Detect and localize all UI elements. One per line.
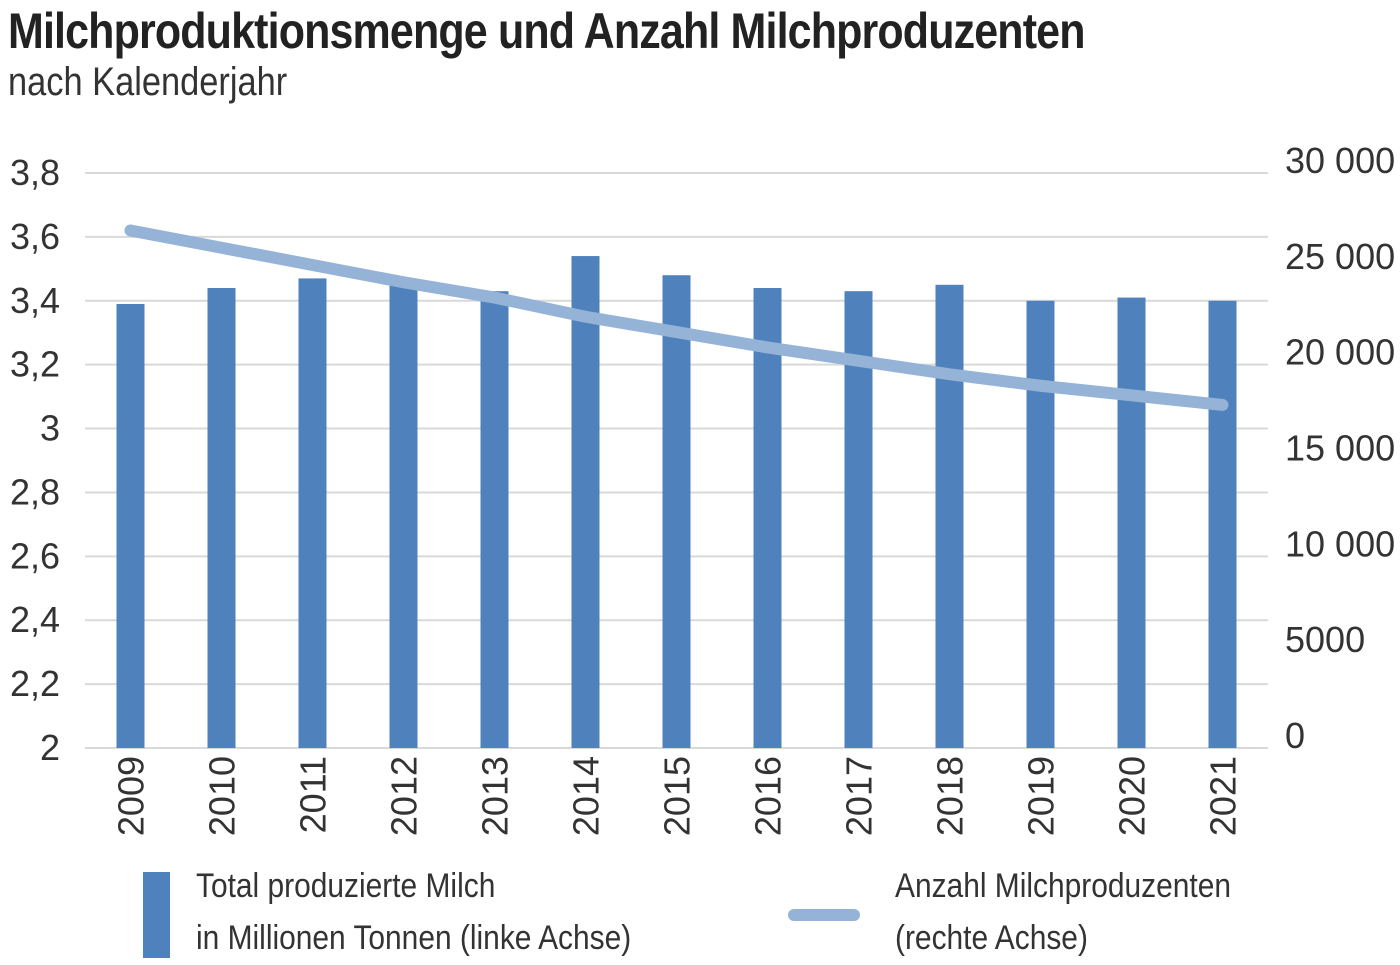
x-axis-tick: 2016 bbox=[748, 756, 789, 836]
x-axis-tick: 2013 bbox=[475, 756, 516, 836]
bar bbox=[935, 284, 964, 748]
x-axis-tick: 2018 bbox=[930, 756, 971, 836]
x-axis-tick: 2014 bbox=[566, 756, 607, 836]
right-axis-tick: 0 bbox=[1285, 715, 1305, 756]
legend-line-label: Anzahl Milchproduzenten (rechte Achse) bbox=[895, 867, 1231, 957]
left-axis-tick: 3,8 bbox=[10, 152, 60, 193]
left-axis-tick: 3,6 bbox=[10, 216, 60, 257]
legend-line-swatch bbox=[788, 909, 860, 921]
bar bbox=[389, 284, 418, 748]
right-axis-tick: 25 000 bbox=[1285, 236, 1395, 277]
right-axis-tick: 15 000 bbox=[1285, 428, 1395, 469]
bar bbox=[662, 275, 691, 748]
chart-title: Milchproduktionsmenge und Anzahl Milchpr… bbox=[8, 3, 1085, 59]
x-axis-tick: 2009 bbox=[111, 756, 152, 836]
left-axis-tick: 2 bbox=[40, 727, 60, 768]
bar bbox=[753, 288, 782, 748]
bar bbox=[480, 291, 509, 748]
x-axis-tick: 2020 bbox=[1112, 756, 1153, 836]
legend-bar-swatch bbox=[143, 872, 170, 958]
left-axis-tick: 3 bbox=[40, 408, 60, 449]
left-axis-tick: 2,2 bbox=[10, 663, 60, 704]
right-axis-tick: 20 000 bbox=[1285, 332, 1395, 373]
x-axis-tick: 2012 bbox=[384, 756, 425, 836]
bar bbox=[1208, 300, 1237, 748]
right-axis-tick: 30 000 bbox=[1285, 140, 1395, 181]
bar bbox=[1026, 300, 1055, 748]
bar bbox=[207, 288, 236, 748]
left-axis-tick: 2,4 bbox=[10, 599, 60, 640]
x-axis-tick: 2015 bbox=[657, 756, 698, 836]
bar bbox=[571, 256, 600, 748]
left-axis-tick: 2,8 bbox=[10, 471, 60, 512]
right-axis-tick: 5000 bbox=[1285, 619, 1365, 660]
legend-bar-label: Total produzierte Milch in Millionen Tonn… bbox=[196, 867, 632, 957]
x-axis-tick: 2010 bbox=[202, 756, 243, 836]
left-axis-tick: 2,6 bbox=[10, 535, 60, 576]
bar bbox=[1117, 297, 1146, 748]
bar bbox=[298, 278, 327, 748]
bar bbox=[116, 303, 145, 748]
x-axis-tick: 2017 bbox=[839, 756, 880, 836]
x-axis-tick: 2011 bbox=[293, 756, 334, 833]
left-axis-tick: 3,4 bbox=[10, 280, 60, 321]
left-axis-tick: 3,2 bbox=[10, 344, 60, 385]
chart-subtitle: nach Kalenderjahr bbox=[8, 60, 288, 104]
right-axis-tick: 10 000 bbox=[1285, 523, 1395, 564]
x-axis-tick: 2019 bbox=[1021, 756, 1062, 836]
x-axis-tick: 2021 bbox=[1203, 756, 1244, 836]
